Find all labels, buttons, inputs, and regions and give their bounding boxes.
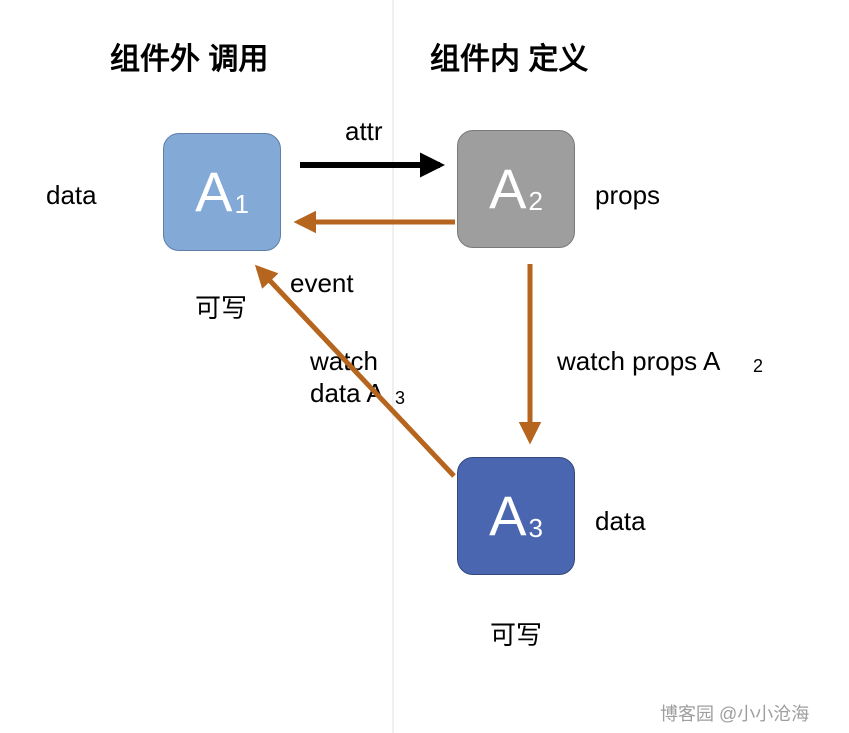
node-a2-sub: 2 <box>528 186 542 217</box>
node-a2: A2 <box>457 130 575 248</box>
label-writable-a3: 可写 <box>490 615 542 652</box>
node-a3: A3 <box>457 457 575 575</box>
node-a1-letter: A <box>195 164 232 220</box>
label-props-a2: props <box>595 180 660 211</box>
node-a2-letter: A <box>489 161 526 217</box>
label-data-a1: data <box>46 180 97 211</box>
label-event: event <box>290 268 354 299</box>
label-watch-data-a3-line2: data A <box>310 378 384 409</box>
title-left: 组件外 调用 <box>110 34 268 78</box>
node-a3-sub: 3 <box>528 513 542 544</box>
label-watch-props-a2: watch props A <box>557 346 720 377</box>
node-a3-letter: A <box>489 488 526 544</box>
label-watch-data-a3-line1: watch <box>310 346 378 377</box>
diagram-canvas: 组件外 调用 组件内 定义 A1 A2 A3 data props data 可… <box>0 0 849 733</box>
arrows-layer <box>0 0 849 733</box>
label-attr: attr <box>345 116 383 147</box>
label-writable-a1: 可写 <box>195 288 247 325</box>
watermark: 博客园 @小小沧海 <box>660 700 809 726</box>
divider-line <box>0 0 849 733</box>
label-data-a3: data <box>595 506 646 537</box>
label-watch-data-a3-sub: 3 <box>395 388 405 409</box>
node-a1-sub: 1 <box>234 189 248 220</box>
title-right: 组件内 定义 <box>430 34 588 78</box>
node-a1: A1 <box>163 133 281 251</box>
label-watch-props-a2-sub: 2 <box>753 356 763 377</box>
